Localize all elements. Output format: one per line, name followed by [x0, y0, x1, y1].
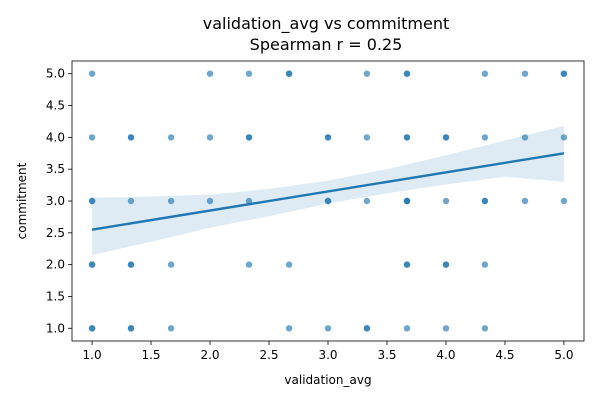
data-point: [363, 134, 371, 141]
data-point: [285, 261, 293, 268]
x-tick-label: 4.5: [495, 348, 514, 362]
data-point: [521, 70, 529, 77]
data-point: [560, 197, 568, 205]
x-tick-label: 1.0: [83, 348, 102, 362]
data-point: [206, 197, 214, 205]
x-tick-label: 4.0: [436, 348, 455, 362]
regression-layer: [91, 152, 565, 231]
y-tick-label: 3.5: [46, 162, 65, 176]
data-point: [167, 197, 175, 205]
x-tick-label: 3.5: [377, 348, 396, 362]
data-point: [403, 197, 411, 205]
data-point: [245, 70, 253, 77]
data-point: [88, 134, 96, 141]
data-point: [324, 197, 332, 205]
data-point: [521, 197, 529, 205]
y-axis-ticks: 1.0 1.5 2.0 2.5 3.0 3.5 4.0 4.5 5.0: [46, 67, 72, 335]
x-axis-ticks: 1.0 1.5 2.0 2.5 3.0 3.5 4.0 4.5 5.0: [83, 341, 573, 362]
data-point: [403, 134, 411, 141]
x-tick-label: 2.5: [259, 348, 278, 362]
data-point: [403, 325, 411, 332]
data-point: [167, 325, 175, 332]
data-point: [481, 325, 489, 332]
data-point: [560, 70, 568, 77]
x-tick-label: 3.0: [318, 348, 337, 362]
data-point: [245, 261, 253, 268]
data-point: [245, 134, 253, 141]
data-point: [127, 261, 135, 268]
y-tick-label: 2.0: [46, 258, 65, 272]
y-tick-label: 4.0: [46, 130, 65, 144]
data-point: [285, 70, 293, 77]
data-point: [403, 261, 411, 268]
data-point: [521, 134, 529, 141]
y-tick-label: 3.0: [46, 194, 65, 208]
y-axis-label: commitment: [15, 162, 29, 239]
data-point: [442, 134, 450, 141]
x-axis-label: validation_avg: [284, 373, 371, 387]
data-point: [88, 261, 96, 268]
data-point: [88, 70, 96, 77]
data-point: [363, 197, 371, 205]
data-point: [442, 325, 450, 332]
chart-title: validation_avg vs commitment: [203, 14, 450, 34]
data-point: [88, 325, 96, 332]
data-point: [285, 325, 293, 332]
data-point: [245, 197, 253, 205]
data-point: [363, 70, 371, 77]
data-point: [481, 197, 489, 205]
data-point: [442, 261, 450, 268]
data-point: [206, 134, 214, 141]
data-point: [88, 197, 96, 205]
regression-line: [91, 152, 565, 231]
data-point: [324, 325, 332, 332]
data-point: [167, 261, 175, 268]
data-point: [127, 325, 135, 332]
y-tick-label: 1.0: [46, 321, 65, 335]
data-point: [127, 134, 135, 141]
y-tick-label: 4.5: [46, 99, 65, 113]
data-point: [560, 134, 568, 141]
data-point: [481, 70, 489, 77]
y-tick-label: 1.5: [46, 289, 65, 303]
y-tick-label: 5.0: [46, 67, 65, 81]
data-point: [481, 134, 489, 141]
data-point: [481, 261, 489, 268]
chart-subtitle: Spearman r = 0.25: [250, 35, 403, 54]
data-point: [206, 70, 214, 77]
data-point: [403, 70, 411, 77]
data-point: [167, 134, 175, 141]
x-tick-label: 1.5: [141, 348, 160, 362]
y-tick-label: 2.5: [46, 226, 65, 240]
points-layer: [88, 70, 568, 332]
x-tick-label: 5.0: [554, 348, 573, 362]
data-point: [324, 134, 332, 141]
x-tick-label: 2.0: [200, 348, 219, 362]
data-point: [127, 197, 135, 205]
data-point: [442, 197, 450, 205]
data-point: [363, 325, 371, 332]
